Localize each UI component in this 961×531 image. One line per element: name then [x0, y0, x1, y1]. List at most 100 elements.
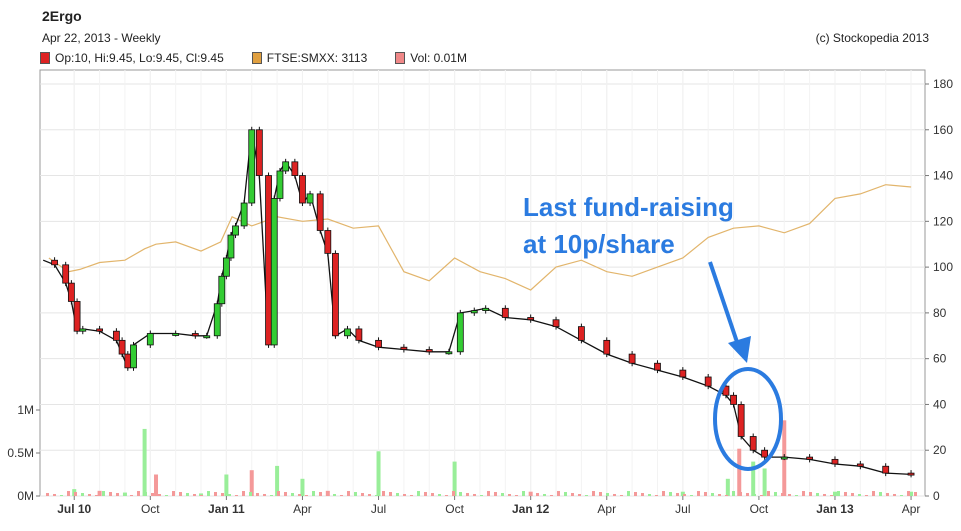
y-tick-label: 0 [933, 489, 940, 503]
volume-bar [613, 494, 616, 496]
price-candle [552, 319, 560, 328]
x-tick-label: Apr [597, 502, 616, 516]
price-candle [240, 202, 248, 227]
volume-bar [627, 491, 630, 496]
volume-bar [228, 494, 231, 496]
volume-bar [361, 493, 364, 496]
y-tick-label: 160 [933, 123, 953, 137]
price-candle [332, 252, 339, 337]
volume-bar [116, 493, 119, 496]
volume-bar [571, 493, 574, 496]
legend-label-price: Op:10, Hi:9.45, Lo:9.45, Cl:9.45 [55, 51, 224, 65]
x-tick-label: Oct [750, 502, 769, 516]
x-tick-label: Jul 10 [57, 502, 91, 516]
price-candle [222, 257, 230, 277]
volume-bar [872, 491, 875, 496]
volume-bars [46, 420, 917, 496]
volume-bar [886, 493, 889, 496]
price-candle [255, 129, 263, 176]
annotation-line-1: Last fund-raising [523, 192, 734, 222]
volume-bar [376, 451, 381, 496]
volume-bar [550, 495, 553, 496]
volume-bar [67, 491, 70, 496]
volume-bar [536, 493, 539, 496]
price-candle [907, 472, 915, 476]
volume-bar [809, 492, 812, 496]
price-candle [316, 193, 324, 231]
price-candle [118, 339, 126, 355]
volume-bar [403, 494, 406, 496]
volume-bar [207, 491, 210, 496]
chart-title: 2Ergo [42, 8, 82, 24]
price-candle [375, 339, 382, 348]
price-candle [282, 161, 290, 172]
volume-bar [95, 495, 98, 496]
vol-tick-label: 0M [17, 489, 34, 503]
volume-bar [375, 495, 378, 496]
volume-bar [753, 494, 756, 496]
volume-bar [186, 493, 189, 496]
price-candle [291, 161, 299, 176]
y-tick-label: 100 [933, 260, 953, 274]
volume-bar [130, 495, 133, 496]
volume-bar [662, 491, 665, 496]
volume-bar [767, 491, 770, 496]
price-candle [577, 326, 585, 341]
legend: Op:10, Hi:9.45, Lo:9.45, Cl:9.45 FTSE:SM… [40, 50, 467, 66]
volume-bar [844, 492, 847, 496]
y-tick-label: 40 [933, 397, 947, 411]
price-candle [501, 307, 509, 318]
volume-bar [305, 495, 308, 496]
price-candle [761, 449, 769, 458]
price-candle [730, 394, 737, 405]
volume-bar [270, 495, 273, 496]
annotation-line-2: at 10p/share [523, 229, 675, 259]
volume-bar [97, 490, 102, 496]
price-series [42, 126, 915, 478]
volume-bar [487, 491, 490, 496]
price-candle [51, 259, 58, 266]
volume-bar [396, 493, 399, 496]
volume-bar [300, 478, 305, 496]
price-candle [628, 353, 636, 364]
price-candle [780, 456, 788, 460]
volume-bar [508, 494, 511, 496]
volume-bar [417, 491, 420, 496]
x-axis-ticks: Jul 10 Oct Jan 11 Apr Jul Oct Jan 12 Apr Jul Oct J… [57, 496, 920, 516]
volume-bar [291, 493, 294, 496]
annotation-circle [713, 367, 783, 471]
volume-bar [690, 495, 693, 496]
volume-bar [914, 492, 917, 496]
volume-bar [858, 494, 861, 496]
volume-bar [354, 492, 357, 496]
volume-bar [830, 495, 833, 496]
volume-bar [277, 491, 280, 496]
volume-bar [249, 470, 254, 496]
volume-bar [193, 494, 196, 496]
price-candle [270, 198, 278, 346]
volume-bar [74, 492, 77, 496]
legend-label-ftse: FTSE:SMXX: 3113 [266, 51, 368, 65]
price-candle [400, 346, 408, 350]
price-candle [679, 369, 687, 378]
volume-bar [319, 492, 322, 496]
volume-bar [704, 492, 707, 496]
volume-bar [648, 494, 651, 496]
legend-swatch-price [40, 52, 50, 64]
volume-bar [158, 494, 161, 496]
volume-bar [154, 474, 159, 496]
y-axis-ticks: 180 160 140 120 100 80 60 40 20 0 [925, 77, 953, 503]
volume-bar [893, 494, 896, 496]
legend-item-price: Op:10, Hi:9.45, Lo:9.45, Cl:9.45 [40, 51, 224, 65]
plot-area [39, 69, 926, 497]
volume-bar [865, 495, 868, 496]
price-candle [146, 333, 154, 346]
price-candle [749, 436, 757, 451]
volume-bar [123, 494, 126, 496]
volume-bar [200, 495, 203, 496]
price-candle [124, 353, 132, 369]
y-tick-label: 180 [933, 77, 953, 91]
volume-bar [837, 491, 840, 496]
x-tick-label: Apr [902, 502, 921, 516]
volume-bar [739, 492, 742, 496]
